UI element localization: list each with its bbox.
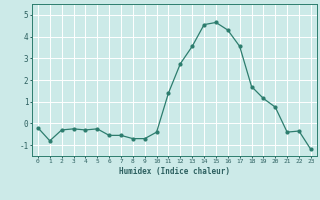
X-axis label: Humidex (Indice chaleur): Humidex (Indice chaleur) [119,167,230,176]
